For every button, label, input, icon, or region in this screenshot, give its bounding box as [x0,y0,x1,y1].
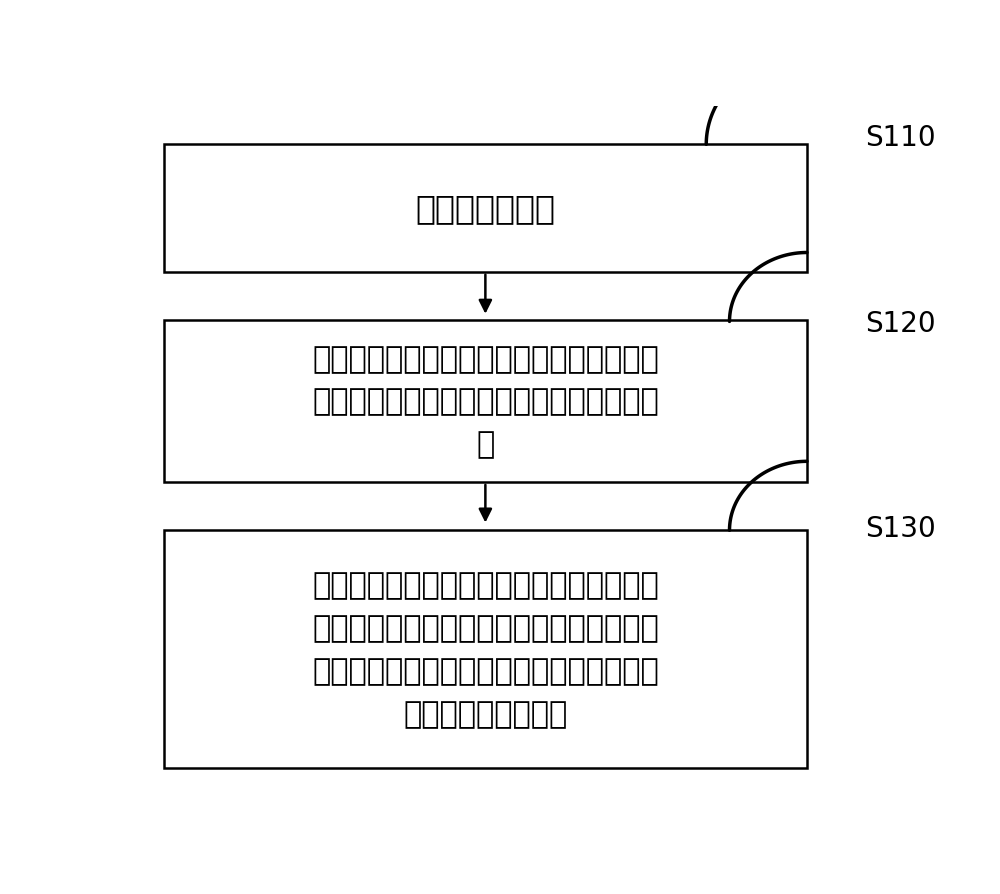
FancyBboxPatch shape [164,145,807,273]
FancyBboxPatch shape [164,321,807,483]
Text: S130: S130 [865,515,936,543]
Text: S120: S120 [865,310,936,338]
FancyBboxPatch shape [164,531,807,768]
Text: 获取待渲染界面: 获取待渲染界面 [415,192,555,225]
Text: 向目标设备发送所述绘制指令，以使所述目
标设备响应所述绘制指令生成对应的渲染显
示界面，所述电子设备与所述目标设备属于
同一分布式渲染引擎: 向目标设备发送所述绘制指令，以使所述目 标设备响应所述绘制指令生成对应的渲染显 … [312,570,659,728]
Text: 基于所述待渲染界面，生成绘制指令，所述
绘制指令包括所述待渲染界面对应的绘制参
数: 基于所述待渲染界面，生成绘制指令，所述 绘制指令包括所述待渲染界面对应的绘制参 … [312,344,659,459]
Text: S110: S110 [865,124,936,152]
